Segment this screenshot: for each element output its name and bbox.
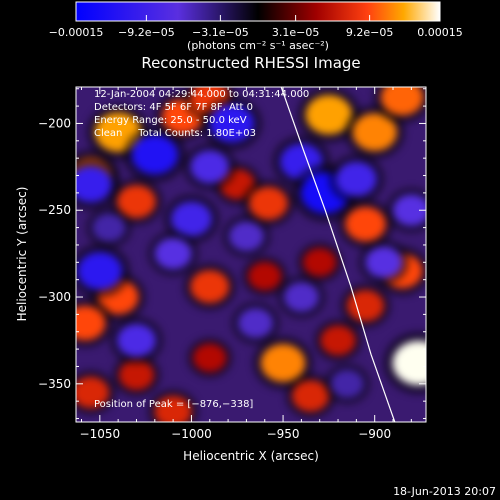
x-tick-label-1: −1000 <box>171 427 212 441</box>
intensity-blob-25 <box>303 248 337 277</box>
chart-title: Reconstructed RHESSI Image <box>141 54 360 72</box>
intensity-blob-39 <box>365 246 403 279</box>
intensity-blob-43 <box>92 213 126 242</box>
intensity-blob-33 <box>335 161 377 197</box>
y-axis-label: Heliocentric Y (arcsec) <box>15 187 29 322</box>
annotation-detectors: Detectors: 4F 5F 6F 7F 8F, Att 0 <box>94 102 253 113</box>
intensity-blob-18 <box>118 360 155 391</box>
annotation-clean-counts: Clean Total Counts: 1.80E+03 <box>94 128 256 139</box>
y-tick-label-3: −350 <box>38 377 71 391</box>
annotation-time-range: 12-Jan-2004 04:29:44.000 to 04:31:44.000 <box>94 89 309 100</box>
intensity-blob-35 <box>154 237 192 270</box>
intensity-blob-7 <box>305 95 353 135</box>
colorbar-tick-label-2: −3.1e−05 <box>192 26 249 39</box>
intensity-blob-42 <box>228 221 265 252</box>
colorbar-tick-label-3: 3.1e−05 <box>272 26 319 39</box>
intensity-blob-28 <box>171 201 212 237</box>
intensity-blob-24 <box>154 395 192 422</box>
intensity-blob-15 <box>260 344 306 382</box>
intensity-blobs <box>76 87 426 422</box>
intensity-blob-37 <box>117 323 156 357</box>
intensity-blob-21 <box>392 340 426 386</box>
annotation-energy-range: Energy Range: 25.0 - 50.0 keV <box>94 115 247 126</box>
intensity-blob-41 <box>392 194 426 226</box>
intensity-blob-19 <box>193 343 227 372</box>
colorbar: −0.00015 −9.2e−05 −3.1e−05 3.1e−05 9.2e−05 0.… <box>49 1 463 52</box>
intensity-blob-30 <box>190 150 230 184</box>
intensity-blob-13 <box>190 270 230 304</box>
intensity-blob-23 <box>320 325 356 356</box>
plot-frame <box>75 86 427 423</box>
x-tick-label-2: −950 <box>267 427 300 441</box>
intensity-blob-16 <box>292 380 330 412</box>
colorbar-gradient <box>75 1 441 22</box>
intensity-blob-29 <box>209 104 255 143</box>
intensity-blob-38 <box>283 282 319 312</box>
colorbar-unit-label: (photons cm⁻² s⁻¹ asec⁻²) <box>187 39 329 52</box>
y-tick-label-2: −300 <box>38 290 71 304</box>
intensity-blob-2 <box>117 185 156 219</box>
y-tick-label-0: −200 <box>38 116 71 130</box>
colorbar-tick-label-5: 0.00015 <box>417 26 463 39</box>
intensity-blob-36 <box>237 308 274 339</box>
x-axis-label: Heliocentric X (arcsec) <box>183 449 319 463</box>
annotation-peak-position: Position of Peak = [−876,−338] <box>94 399 253 410</box>
intensity-blob-12 <box>76 305 106 341</box>
footer-timestamp: 18-Jun-2013 20:07 <box>393 485 496 498</box>
intensity-blob-17 <box>76 376 110 409</box>
x-tick-label-3: −900 <box>358 427 391 441</box>
annotation-block: 12-Jan-2004 04:29:44.000 to 04:31:44.000… <box>94 89 309 410</box>
intensity-blob-8 <box>352 113 397 152</box>
colorbar-ticks: −0.00015 −9.2e−05 −3.1e−05 3.1e−05 9.2e−05 0.… <box>49 15 463 39</box>
intensity-blob-40 <box>330 369 364 398</box>
solar-limb-line <box>280 87 396 422</box>
axis-ticks: −1050 −1000 −950 −900 −200 −250 −300 −350 <box>38 87 426 441</box>
intensity-blob-26 <box>76 166 112 203</box>
intensity-blob-27 <box>131 134 178 175</box>
y-tick-label-1: −250 <box>38 203 71 217</box>
intensity-blob-10 <box>345 206 386 242</box>
intensity-blob-20 <box>346 289 385 322</box>
intensity-blob-6 <box>248 186 288 220</box>
colorbar-tick-label-4: 9.2e−05 <box>346 26 393 39</box>
intensity-blob-14 <box>248 262 282 291</box>
image-plot: −1050 −1000 −950 −900 −200 −250 −300 −350 12-Ja… <box>38 86 427 441</box>
colorbar-tick-label-1: −9.2e−05 <box>118 26 175 39</box>
x-tick-label-0: −1050 <box>80 427 121 441</box>
intensity-blob-34 <box>77 252 123 290</box>
intensity-blob-9 <box>380 87 424 116</box>
colorbar-tick-label-0: −0.00015 <box>49 26 104 39</box>
